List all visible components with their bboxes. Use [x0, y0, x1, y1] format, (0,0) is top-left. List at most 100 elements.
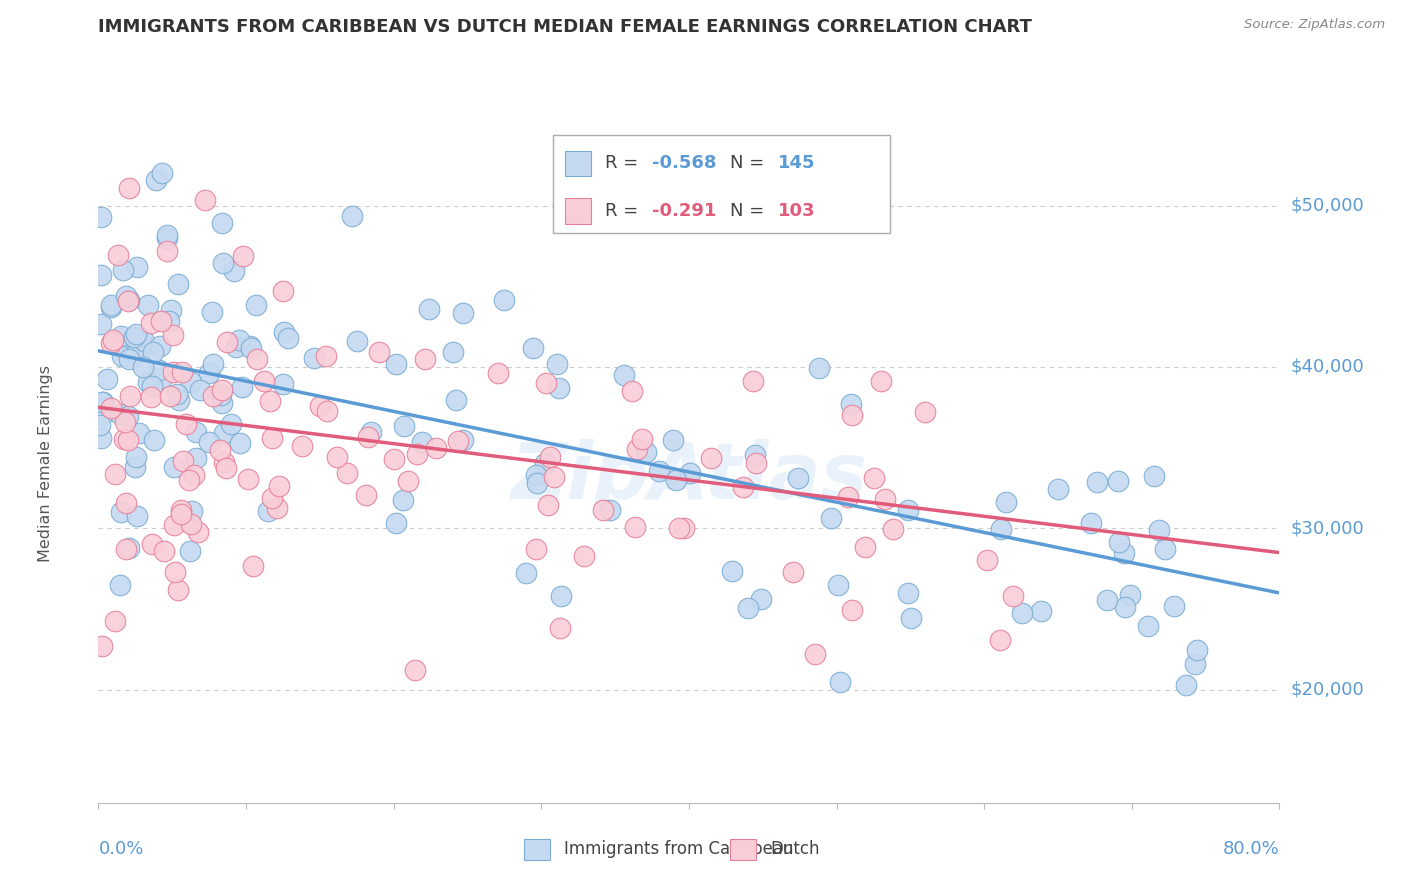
Point [538, 450, 561, 465]
Point [839, 397, 862, 411]
Text: $40,000: $40,000 [1291, 358, 1364, 376]
Point [245, 298, 267, 312]
Point [630, 432, 652, 446]
Point [225, 340, 247, 354]
FancyBboxPatch shape [553, 135, 890, 234]
Point [315, 349, 337, 363]
Point [170, 507, 193, 521]
Point [253, 374, 276, 388]
Point [1184, 657, 1206, 672]
Point [100, 336, 122, 351]
Point [1085, 475, 1108, 490]
Point [167, 582, 190, 597]
Point [273, 325, 295, 339]
Point [186, 425, 208, 439]
Point [451, 433, 474, 447]
Text: N =: N = [730, 202, 770, 219]
Point [882, 522, 904, 536]
Point [180, 375, 202, 389]
Point [110, 328, 132, 343]
Point [188, 383, 211, 397]
Point [181, 504, 204, 518]
Point [114, 495, 136, 509]
Point [737, 601, 759, 615]
Text: Dutch: Dutch [770, 840, 820, 858]
Point [186, 525, 208, 540]
Point [537, 498, 560, 512]
Point [166, 386, 188, 401]
Point [357, 430, 380, 444]
Point [863, 471, 886, 485]
Point [117, 293, 139, 308]
Point [159, 389, 181, 403]
Point [1149, 524, 1171, 538]
Point [543, 470, 565, 484]
Point [90, 210, 112, 224]
Point [446, 434, 468, 449]
Point [139, 390, 162, 404]
Point [356, 488, 378, 502]
Text: 103: 103 [778, 202, 815, 219]
Point [180, 516, 202, 531]
Point [1143, 469, 1166, 483]
Point [425, 441, 447, 455]
Point [134, 334, 156, 348]
Point [156, 231, 179, 245]
Point [360, 425, 382, 439]
Point [162, 365, 184, 379]
Point [150, 371, 173, 385]
Point [211, 216, 233, 230]
Point [172, 365, 194, 379]
Point [914, 405, 936, 419]
Point [167, 277, 190, 291]
Point [143, 433, 166, 447]
Bar [565, 151, 591, 177]
Point [163, 565, 186, 579]
Point [112, 262, 135, 277]
Point [212, 426, 235, 441]
Point [346, 334, 368, 349]
Point [125, 450, 148, 465]
Point [733, 480, 755, 494]
Point [441, 344, 464, 359]
Point [118, 388, 141, 402]
Point [744, 456, 766, 470]
Point [90, 268, 112, 283]
Point [259, 393, 281, 408]
Point [621, 384, 644, 398]
Point [1107, 474, 1129, 488]
Point [291, 439, 314, 453]
Point [118, 293, 141, 308]
Point [592, 503, 614, 517]
Point [990, 522, 1012, 536]
Text: $50,000: $50,000 [1291, 196, 1364, 215]
Point [900, 611, 922, 625]
Point [396, 474, 419, 488]
Point [256, 504, 278, 518]
Point [273, 377, 295, 392]
Point [110, 407, 132, 421]
Text: $20,000: $20,000 [1291, 681, 1364, 698]
Text: Source: ZipAtlas.com: Source: ZipAtlas.com [1244, 18, 1385, 31]
Point [342, 209, 364, 223]
Point [131, 337, 153, 351]
Point [534, 456, 557, 470]
Point [118, 541, 141, 556]
Text: R =: R = [605, 154, 644, 172]
Point [128, 426, 150, 441]
Point [108, 577, 131, 591]
Point [162, 517, 184, 532]
Point [110, 349, 132, 363]
Point [382, 451, 405, 466]
Point [117, 433, 139, 447]
Point [125, 346, 148, 360]
Point [269, 479, 291, 493]
Point [179, 543, 201, 558]
Bar [523, 838, 550, 860]
Point [198, 366, 221, 380]
Point [211, 256, 233, 270]
Point [808, 360, 831, 375]
Point [897, 503, 920, 517]
Text: $30,000: $30,000 [1291, 519, 1364, 537]
Point [128, 343, 150, 357]
